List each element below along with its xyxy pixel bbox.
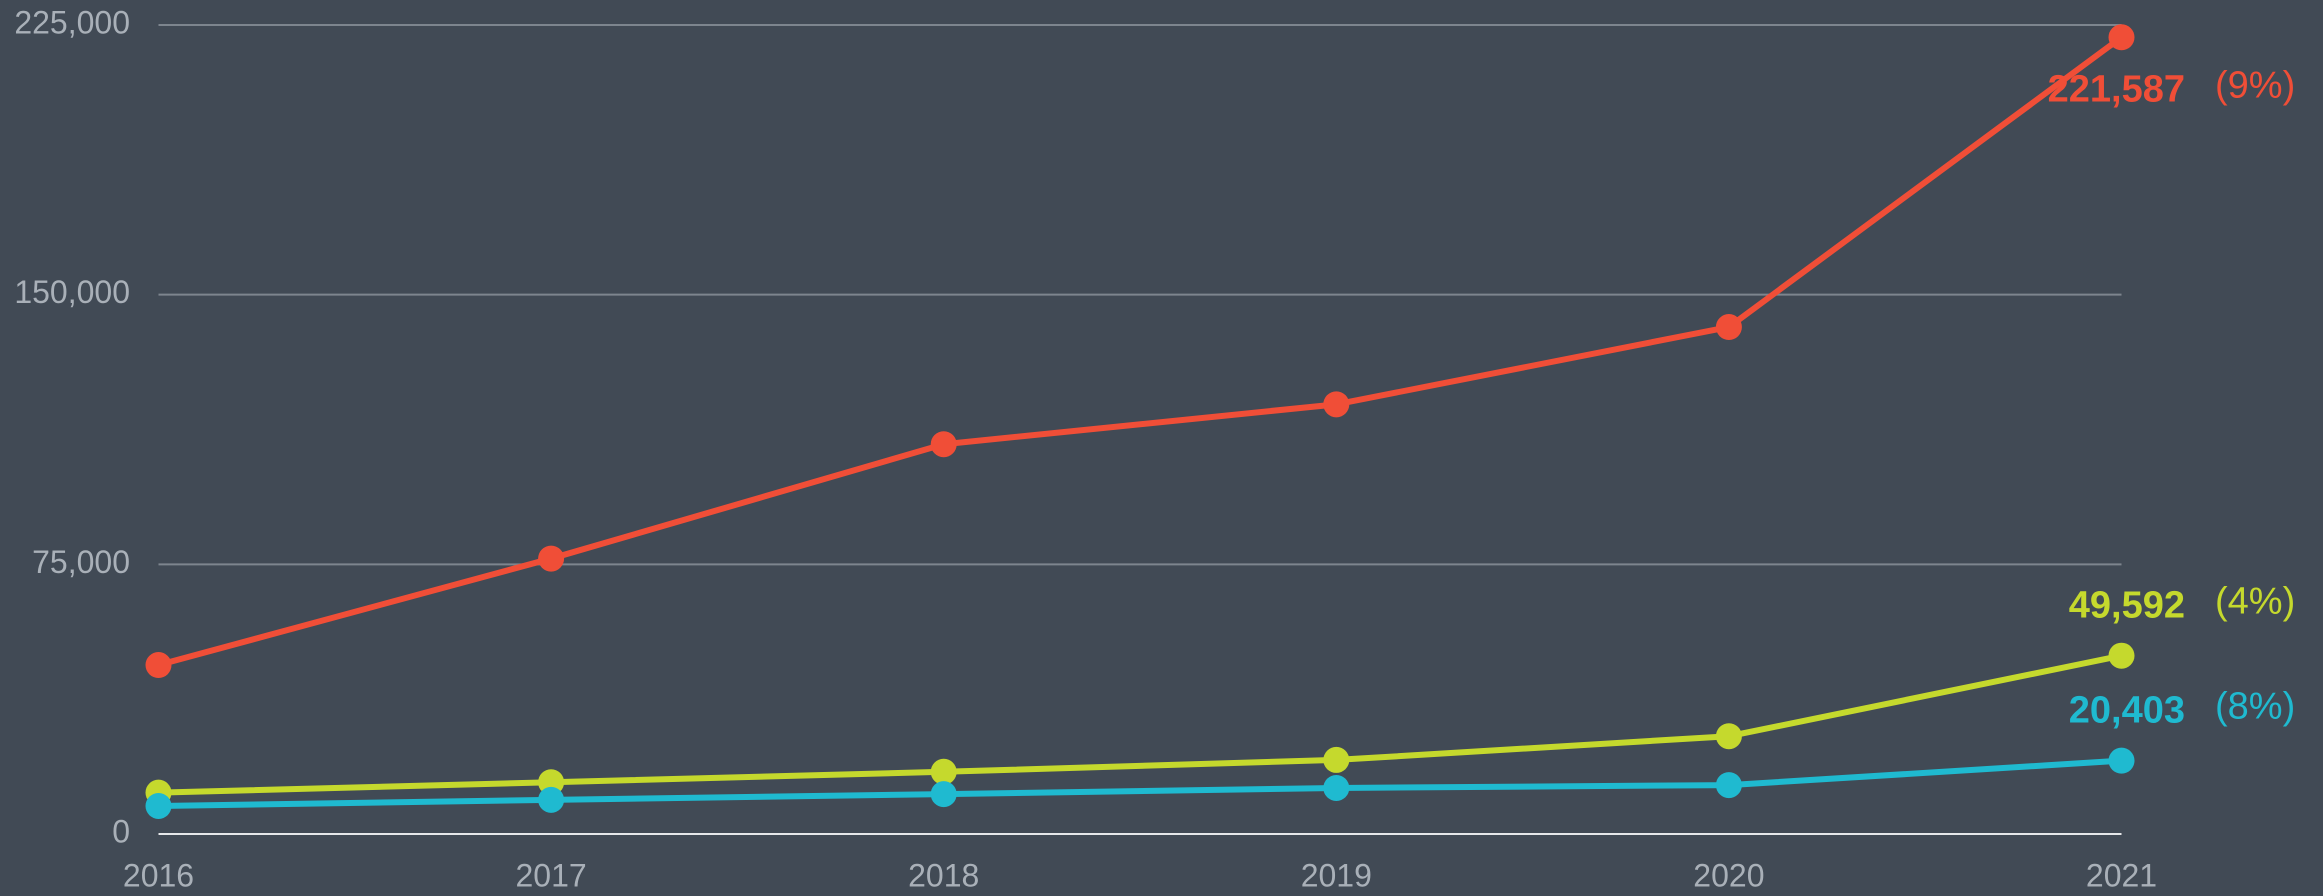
data-point — [1323, 391, 1350, 418]
data-point — [1323, 746, 1350, 773]
x-tick-label: 2021 — [2086, 857, 2157, 893]
change-label: (8%) — [2215, 686, 2295, 728]
data-point — [145, 792, 172, 819]
data-point — [1715, 314, 1742, 341]
x-tick-label: 2019 — [1301, 857, 1372, 893]
x-tick-label: 2017 — [516, 857, 587, 893]
data-point — [2108, 747, 2135, 774]
value-label: 221,587 — [2048, 68, 2185, 110]
data-point — [1323, 774, 1350, 801]
data-point — [538, 786, 565, 813]
y-tick-label: 0 — [112, 813, 130, 849]
series-line — [157, 34, 2124, 668]
data-point — [145, 652, 172, 679]
y-tick-label: 150,000 — [14, 274, 130, 310]
series-line — [158, 757, 2122, 809]
y-tick-label: 75,000 — [32, 544, 130, 580]
data-point — [930, 781, 957, 808]
leader-line — [2096, 41, 2117, 57]
x-tick-label: 2016 — [123, 857, 194, 893]
data-point — [930, 431, 957, 458]
change-label: (9%) — [2215, 64, 2295, 106]
data-point — [2108, 642, 2135, 669]
value-label: 49,592 — [2069, 585, 2185, 627]
x-tick-label: 2018 — [908, 857, 979, 893]
change-label: (4%) — [2215, 581, 2295, 623]
data-point — [930, 758, 957, 785]
data-point — [1715, 723, 1742, 750]
y-tick-label: 225,000 — [14, 4, 130, 40]
value-label: 20,403 — [2069, 690, 2185, 732]
series-line — [158, 652, 2123, 796]
data-point — [1715, 772, 1742, 799]
x-tick-label: 2020 — [1693, 857, 1764, 893]
data-point — [538, 545, 565, 572]
